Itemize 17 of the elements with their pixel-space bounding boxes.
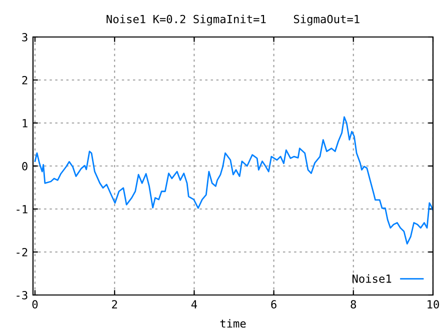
x-tick-label: 0: [32, 300, 38, 309]
x-tick-label: 10: [428, 300, 439, 309]
y-tick-label: -2: [16, 248, 28, 256]
y-tick-label: 1: [22, 119, 28, 128]
x-tick-label: 6: [271, 300, 276, 309]
line-series: [34, 116, 433, 245]
legend-label: Noise1: [352, 274, 392, 283]
x-tick-label: 4: [191, 300, 198, 308]
y-tick-label: -3: [16, 291, 28, 300]
chart-title: Noise1 K=0.2 SigmaInit=1 SigmaOut=1: [106, 14, 360, 26]
y-tick-label: 0: [22, 162, 28, 170]
y-tick-label: 2: [22, 76, 28, 84]
x-axis-title: time: [220, 319, 246, 328]
y-tick-label: 3: [22, 33, 28, 42]
y-tick-label: -1: [16, 205, 28, 214]
x-tick-label: 8: [350, 300, 356, 309]
x-tick-label: 2: [112, 300, 117, 308]
